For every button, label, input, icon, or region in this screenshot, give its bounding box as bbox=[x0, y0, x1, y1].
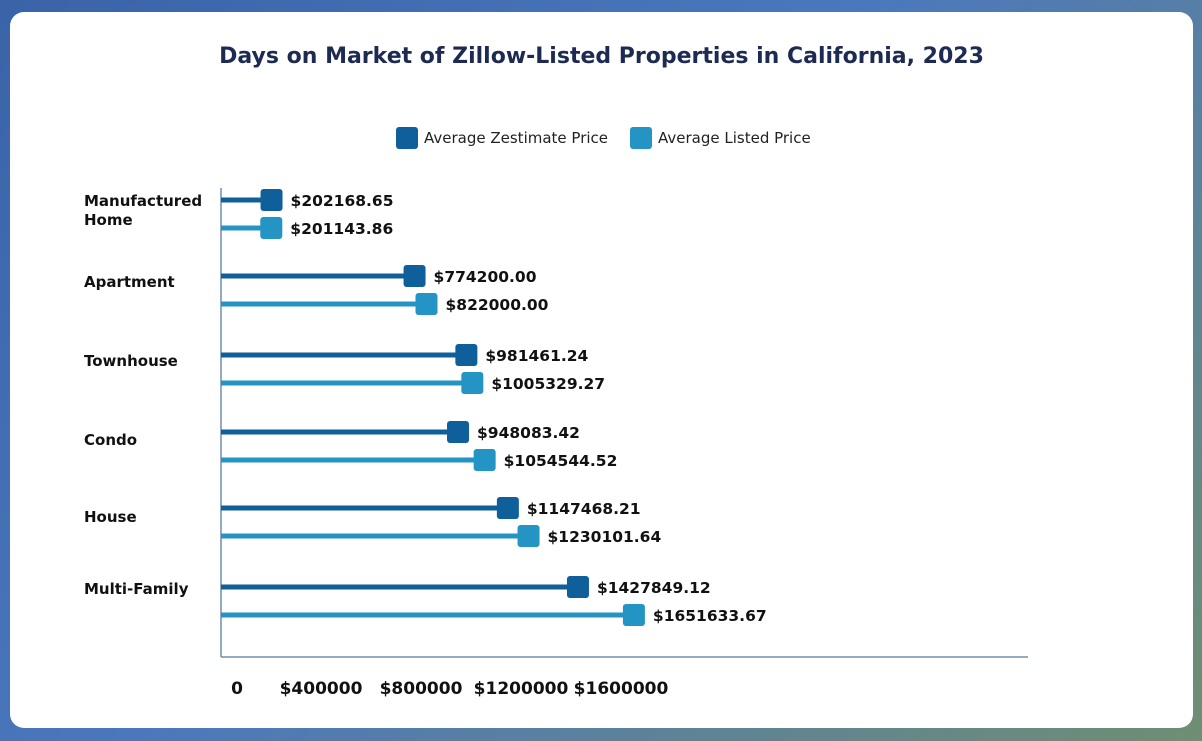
x-tick-label: $400000 bbox=[280, 679, 363, 699]
data-label: $1147468.21 bbox=[527, 500, 641, 518]
data-label: $1427849.12 bbox=[597, 579, 711, 597]
data-label: $981461.24 bbox=[485, 347, 588, 365]
legend-label-listed: Average Listed Price bbox=[658, 129, 811, 147]
bar-marker bbox=[260, 189, 283, 211]
bar-marker bbox=[473, 449, 496, 471]
x-tick-label: $1600000 bbox=[574, 679, 669, 699]
x-tick-label: $800000 bbox=[380, 679, 463, 699]
legend-label-zestimate: Average Zestimate Price bbox=[424, 129, 608, 147]
bar-marker bbox=[260, 217, 283, 239]
bar-marker bbox=[455, 344, 478, 366]
bar-marker bbox=[566, 576, 589, 598]
bar-marker bbox=[403, 265, 426, 287]
data-label: $774200.00 bbox=[434, 268, 537, 286]
data-label: $202168.65 bbox=[291, 192, 394, 210]
legend-swatch-zestimate bbox=[396, 127, 418, 149]
data-label: $1054544.52 bbox=[504, 452, 618, 470]
category-label: Condo bbox=[84, 431, 137, 449]
bar-marker bbox=[517, 525, 540, 547]
bar-marker bbox=[496, 497, 519, 519]
data-label: $1005329.27 bbox=[491, 375, 605, 393]
bar-marker bbox=[447, 421, 470, 443]
data-label: $948083.42 bbox=[477, 424, 580, 442]
x-tick-label: 0 bbox=[231, 679, 243, 699]
category-label: House bbox=[84, 508, 137, 526]
category-label: Manufactured Home bbox=[84, 192, 202, 229]
legend-swatch-listed bbox=[630, 127, 652, 149]
category-label: Townhouse bbox=[84, 352, 178, 370]
chart-card: Days on Market of Zillow-Listed Properti… bbox=[10, 12, 1193, 728]
bar-marker bbox=[622, 604, 645, 626]
data-label: $1651633.67 bbox=[653, 607, 767, 625]
bar-marker bbox=[415, 293, 438, 315]
category-label: Apartment bbox=[84, 273, 175, 291]
bar-marker bbox=[461, 372, 484, 394]
category-label: Multi-Family bbox=[84, 580, 189, 598]
chart-title: Days on Market of Zillow-Listed Properti… bbox=[219, 44, 984, 69]
x-tick-label: $1200000 bbox=[474, 679, 569, 699]
data-label: $201143.86 bbox=[290, 220, 393, 238]
data-label: $1230101.64 bbox=[548, 528, 662, 546]
data-label: $822000.00 bbox=[446, 296, 549, 314]
